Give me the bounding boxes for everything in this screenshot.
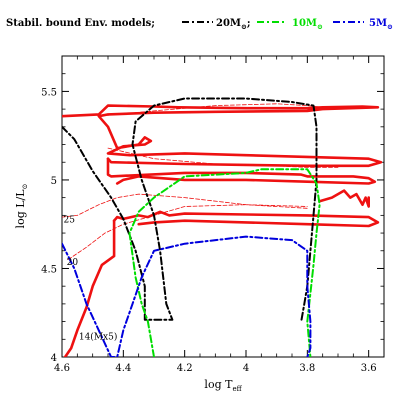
legend-label-5m: 5M⊙ [369,18,393,31]
axis-tick-labels: 4.6 4.4 4.2 4 3.8 3.6 4 4.5 5 5.5 [41,87,377,374]
track-mass-annotation: 25 [64,215,76,225]
thin-track-line [98,103,324,117]
x-tick-label: 4.4 [115,363,131,374]
evolution-track-line [62,104,380,150]
y-tick-label: 4 [51,353,57,364]
evolution-track-line [318,189,370,208]
plot-frame [61,55,385,358]
x-tick-label: 3.8 [299,363,315,374]
x-tick-label: 4 [243,363,249,374]
track-mass-annotation: 14(Mx5) [79,331,118,342]
x-axis-label: log Teff [204,378,242,393]
legend: Stabil. bound Env. models; 20M⊙; 10M⊙ 5M… [6,18,393,31]
legend-label-10m: 10M⊙ [292,18,323,31]
track-mass-annotation: 20 [67,258,79,268]
series-group [62,97,383,357]
annotations: 25 20 14(Mx5) [64,215,118,342]
y-tick-label: 5 [51,176,57,187]
thin-track-line [107,147,339,168]
envelope-5m-line [62,235,312,357]
y-tick-label: 4.5 [41,264,57,275]
legend-label-20m: 20M⊙; [216,18,251,31]
axis-ticks [61,55,385,358]
thin-track-line [67,204,308,260]
y-tick-label: 5.5 [41,87,57,98]
evolution-track-line [106,157,377,185]
evolution-track-line [63,219,116,357]
envelope-10m-line [128,168,321,357]
legend-prefix: Stabil. bound Env. models; [6,18,155,29]
y-axis-label: log L/L⊙ [14,183,29,228]
x-tick-label: 3.6 [361,363,377,374]
envelope-20m-line [62,97,318,323]
thin-track-line [62,193,308,218]
x-tick-label: 4.2 [177,363,193,374]
x-tick-label: 4.6 [54,363,70,374]
evolution-track-line [106,136,383,168]
